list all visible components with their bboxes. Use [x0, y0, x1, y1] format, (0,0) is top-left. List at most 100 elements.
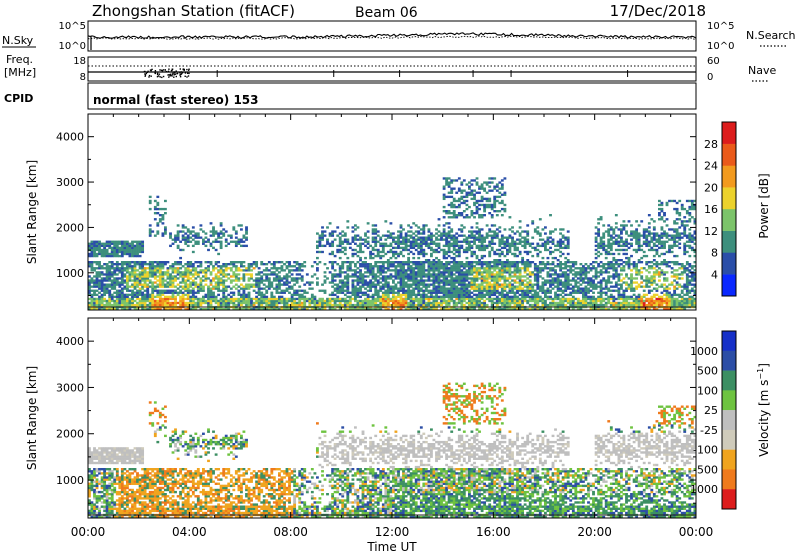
power-cell [148, 281, 152, 284]
power-cell [105, 269, 109, 272]
power-cell [232, 228, 236, 231]
power-cell [275, 261, 279, 264]
power-cell [128, 279, 132, 282]
power-cell [242, 240, 246, 243]
power-cell [354, 291, 357, 294]
power-cell [257, 301, 261, 305]
power-cell [374, 273, 378, 276]
power-cell [511, 308, 514, 311]
power-cell [435, 291, 438, 294]
power-cell [338, 236, 342, 239]
power-cell [407, 248, 411, 252]
power-cell [518, 279, 522, 282]
power-cell [229, 236, 233, 239]
nave-drop-point [181, 72, 183, 75]
power-cell [169, 275, 172, 278]
power-cell [574, 275, 578, 278]
power-cell [209, 263, 213, 266]
power-cell [402, 297, 405, 301]
power-cell [184, 273, 188, 276]
power-cell [288, 287, 291, 290]
power-cell [417, 291, 421, 294]
power-cell [308, 301, 312, 305]
power-cell [480, 289, 484, 292]
power-cell [500, 252, 504, 256]
power-cell [478, 234, 481, 237]
power-cell [98, 244, 101, 248]
power-cell [483, 301, 487, 305]
power-cell [384, 271, 388, 274]
power-cell [465, 191, 469, 194]
power-cell [412, 256, 416, 260]
power-cell [392, 232, 395, 235]
power-cell [455, 267, 459, 270]
power-cell [389, 303, 393, 307]
power-cell [536, 308, 540, 311]
power-cell [146, 303, 150, 307]
power-cell [158, 283, 162, 286]
power-cell [475, 207, 479, 211]
power-cell [285, 303, 289, 307]
power-cell [174, 291, 177, 294]
power-cell [100, 271, 104, 274]
power-cell [247, 295, 251, 299]
power-cell [366, 285, 370, 288]
power-cell [166, 295, 170, 299]
power-cell [156, 207, 160, 211]
power-cell [445, 256, 449, 260]
power-cell [399, 236, 403, 239]
power-cell [379, 238, 383, 241]
power-cell [480, 203, 484, 207]
power-cell [442, 265, 446, 268]
power-cell [224, 265, 228, 268]
power-cell [153, 299, 157, 303]
power-cell [247, 297, 251, 301]
power-cell [473, 299, 476, 303]
power-cell [455, 285, 459, 288]
power-cell [407, 244, 411, 248]
power-cell [110, 250, 114, 254]
power-cell [528, 291, 532, 294]
power-cell [503, 203, 507, 207]
power-cell [333, 303, 337, 307]
power-cell [414, 285, 418, 288]
power-cell [189, 281, 193, 284]
power-cell [450, 273, 454, 276]
power-cell [95, 263, 99, 266]
power-cell [437, 295, 441, 299]
power-cell [430, 308, 433, 311]
power-cell [240, 265, 243, 268]
power-cell [447, 308, 451, 311]
power-cell [409, 226, 413, 229]
power-cell [316, 246, 319, 250]
power-cell [526, 259, 530, 262]
power-cell [217, 234, 221, 237]
power-cell [95, 277, 99, 280]
power-cell [346, 281, 350, 284]
power-cell [419, 265, 423, 268]
power-cell [447, 244, 451, 248]
power-cell [462, 248, 466, 252]
power-cell [386, 287, 390, 290]
power-cell [237, 277, 241, 280]
power-cell [389, 261, 393, 264]
power-cell [442, 287, 446, 290]
power-cell [371, 256, 375, 260]
power-cell [260, 275, 264, 278]
power-cell [199, 279, 203, 282]
power-cell [100, 281, 104, 284]
power-cell [247, 303, 251, 307]
nave-drop-point [179, 76, 182, 78]
power-cell [288, 265, 291, 268]
power-cell [227, 299, 231, 303]
power-cell [506, 299, 509, 303]
power-cell [506, 240, 509, 243]
nave-drop-point [170, 69, 173, 72]
power-cell [214, 248, 218, 252]
power-cell [136, 242, 139, 245]
power-cell [478, 289, 481, 292]
power-cell [447, 283, 451, 286]
power-cell [93, 299, 96, 303]
power-cell [136, 277, 139, 280]
power-cell [536, 285, 540, 288]
